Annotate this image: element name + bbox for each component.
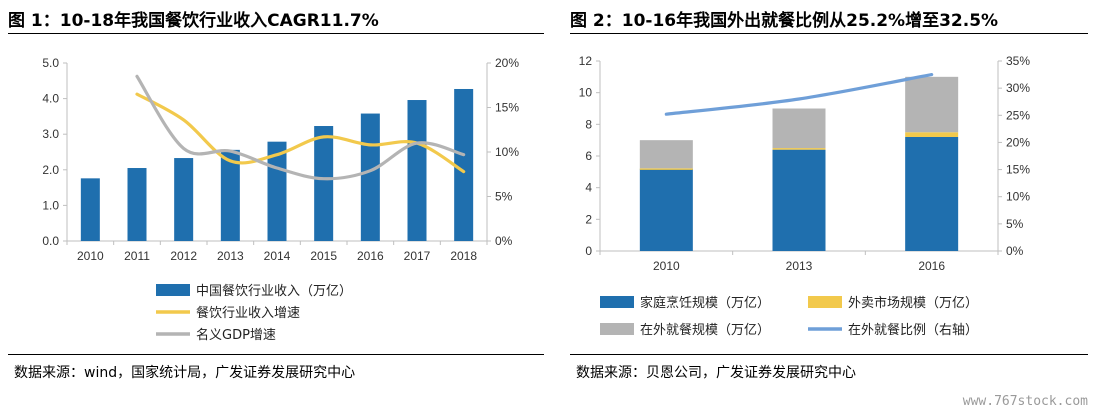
chart1-bar-2018	[454, 88, 474, 241]
chart1-bar-2015	[314, 126, 334, 241]
chart2-legend-home-cooking-swatch	[600, 296, 634, 308]
chart1-bar-2011	[127, 168, 147, 241]
chart1-legend-gdp-growth-label: 名义GDP增速	[196, 327, 276, 343]
chart2-ytick-label: 0	[585, 244, 592, 258]
chart2-legend-ratio-label: 在外就餐比例（右轴）	[848, 322, 978, 338]
chart1-bar-2013	[220, 149, 240, 241]
chart1-line-catering-growth	[135, 92, 466, 174]
chart2-legend-dining-out-label: 在外就餐规模（万亿）	[640, 322, 770, 338]
chart2-y2tick-label: 10%	[1006, 190, 1030, 204]
chart2-legend-takeaway-swatch	[808, 296, 842, 308]
chart2-legend-takeaway-label: 外卖市场规模（万亿）	[848, 295, 978, 311]
chart2-y2tick-label: 5%	[1006, 217, 1024, 231]
chart1-xtick-label: 2017	[404, 249, 431, 263]
chart2: 0 2 4 6 8 10 12 0% 5% 10% 15% 20% 25% 30% 35% 2010 2013 2…	[579, 54, 1031, 338]
chart2-bar-home-cooking-2013	[772, 149, 826, 251]
panel1-bottom-rule	[8, 354, 544, 355]
chart2-y2tick-label: 35%	[1006, 54, 1030, 68]
chart1-bar-2010	[80, 178, 100, 241]
chart2-xtick-label: 2016	[918, 259, 945, 273]
panel2-top-rule	[570, 33, 1088, 34]
chart1-y2tick-label: 10%	[495, 145, 519, 159]
chart2-ytick-label: 10	[579, 86, 593, 100]
chart1-ytick-label: 0.0	[42, 234, 59, 248]
chart1-xtick-label: 2016	[357, 249, 384, 263]
chart1-plot: 0.0 1.0 2.0 3.0 4.0 5.0 0% 5% 10% 15% 20% 2010 2011 2…	[42, 56, 519, 263]
chart1: 0.0 1.0 2.0 3.0 4.0 5.0 0% 5% 10% 15% 20% 2010 2011 2…	[42, 56, 519, 343]
chart2-ytick-label: 4	[585, 181, 592, 195]
panel2-title: 图 2：10-16年我国外出就餐比例从25.2%增至32.5%	[570, 11, 999, 31]
panel2-bottom-rule	[570, 354, 1088, 355]
chart2-bar-dining-out-2016	[905, 76, 959, 133]
chart2-ytick-label: 6	[585, 149, 592, 163]
panel1-top-rule	[8, 33, 544, 34]
chart2-bar-dining-out-2013	[772, 108, 826, 149]
chart2-y2tick-label: 30%	[1006, 81, 1030, 95]
chart1-y2tick-label: 20%	[495, 56, 519, 70]
chart1-legend-revenue-swatch	[156, 284, 190, 296]
chart2-y2tick-label: 20%	[1006, 135, 1030, 149]
chart2-y2tick-label: 0%	[1006, 244, 1024, 258]
chart2-y2tick-label: 25%	[1006, 108, 1030, 122]
panel1-source: 数据来源：wind，国家统计局，广发证券发展研究中心	[14, 365, 356, 381]
chart2-legend: 家庭烹饪规模（万亿） 外卖市场规模（万亿） 在外就餐规模（万亿） 在外就餐比例（右轴）	[600, 295, 978, 338]
chart1-xtick-label: 2012	[170, 249, 197, 263]
chart2-plot: 0 2 4 6 8 10 12 0% 5% 10% 15% 20% 25% 30% 35% 2010 2013 2…	[579, 54, 1031, 273]
chart2-bar-takeaway-2013	[772, 148, 826, 150]
chart1-legend-revenue-label: 中国餐饮行业收入（万亿）	[196, 283, 352, 299]
chart1-y2tick-label: 0%	[495, 234, 513, 248]
chart2-bar-home-cooking-2010	[639, 168, 693, 251]
watermark: www.767stock.com	[962, 394, 1088, 409]
chart1-y2tick-label: 5%	[495, 190, 513, 204]
chart1-xtick-label: 2015	[310, 249, 337, 263]
chart1-bar-2012	[174, 158, 194, 241]
chart1-ytick-label: 4.0	[42, 92, 59, 106]
chart1-ytick-label: 1.0	[42, 198, 59, 212]
chart2-y2tick-label: 15%	[1006, 163, 1030, 177]
chart1-ytick-label: 3.0	[42, 127, 59, 141]
chart2-xtick-label: 2010	[653, 259, 680, 273]
chart2-bar-takeaway-2016	[905, 132, 959, 137]
chart1-line-gdp-growth	[135, 74, 466, 181]
chart1-legend-catering-growth-label: 餐饮行业收入增速	[196, 305, 300, 321]
chart1-xtick-label: 2011	[124, 249, 150, 263]
chart1-ytick-label: 2.0	[42, 163, 59, 177]
chart1-xtick-label: 2010	[77, 249, 104, 263]
chart1-xtick-label: 2013	[217, 249, 244, 263]
panel1-title: 图 1：10-18年我国餐饮行业收入CAGR11.7%	[8, 11, 379, 31]
panel2-source: 数据来源：贝恩公司，广发证券发展研究中心	[576, 365, 856, 381]
chart2-ytick-label: 8	[585, 117, 592, 131]
chart2-ytick-label: 2	[585, 212, 592, 226]
chart1-bar-2016	[360, 113, 380, 241]
chart2-bar-dining-out-2010	[639, 140, 693, 169]
chart2-ytick-label: 12	[579, 54, 593, 68]
chart1-ytick-label: 5.0	[42, 56, 59, 70]
chart1-y2tick-label: 15%	[495, 101, 519, 115]
chart2-bar-home-cooking-2016	[905, 137, 959, 251]
chart2-legend-home-cooking-label: 家庭烹饪规模（万亿）	[640, 295, 770, 311]
chart1-xtick-label: 2014	[264, 249, 291, 263]
chart2-legend-dining-out-swatch	[600, 323, 634, 335]
chart1-bar-2017	[407, 100, 427, 241]
chart2-line-dining-out-ratio	[664, 72, 934, 116]
chart1-xtick-label: 2018	[450, 249, 477, 263]
chart2-bar-takeaway-2010	[639, 168, 693, 170]
chart2-xtick-label: 2013	[786, 259, 813, 273]
